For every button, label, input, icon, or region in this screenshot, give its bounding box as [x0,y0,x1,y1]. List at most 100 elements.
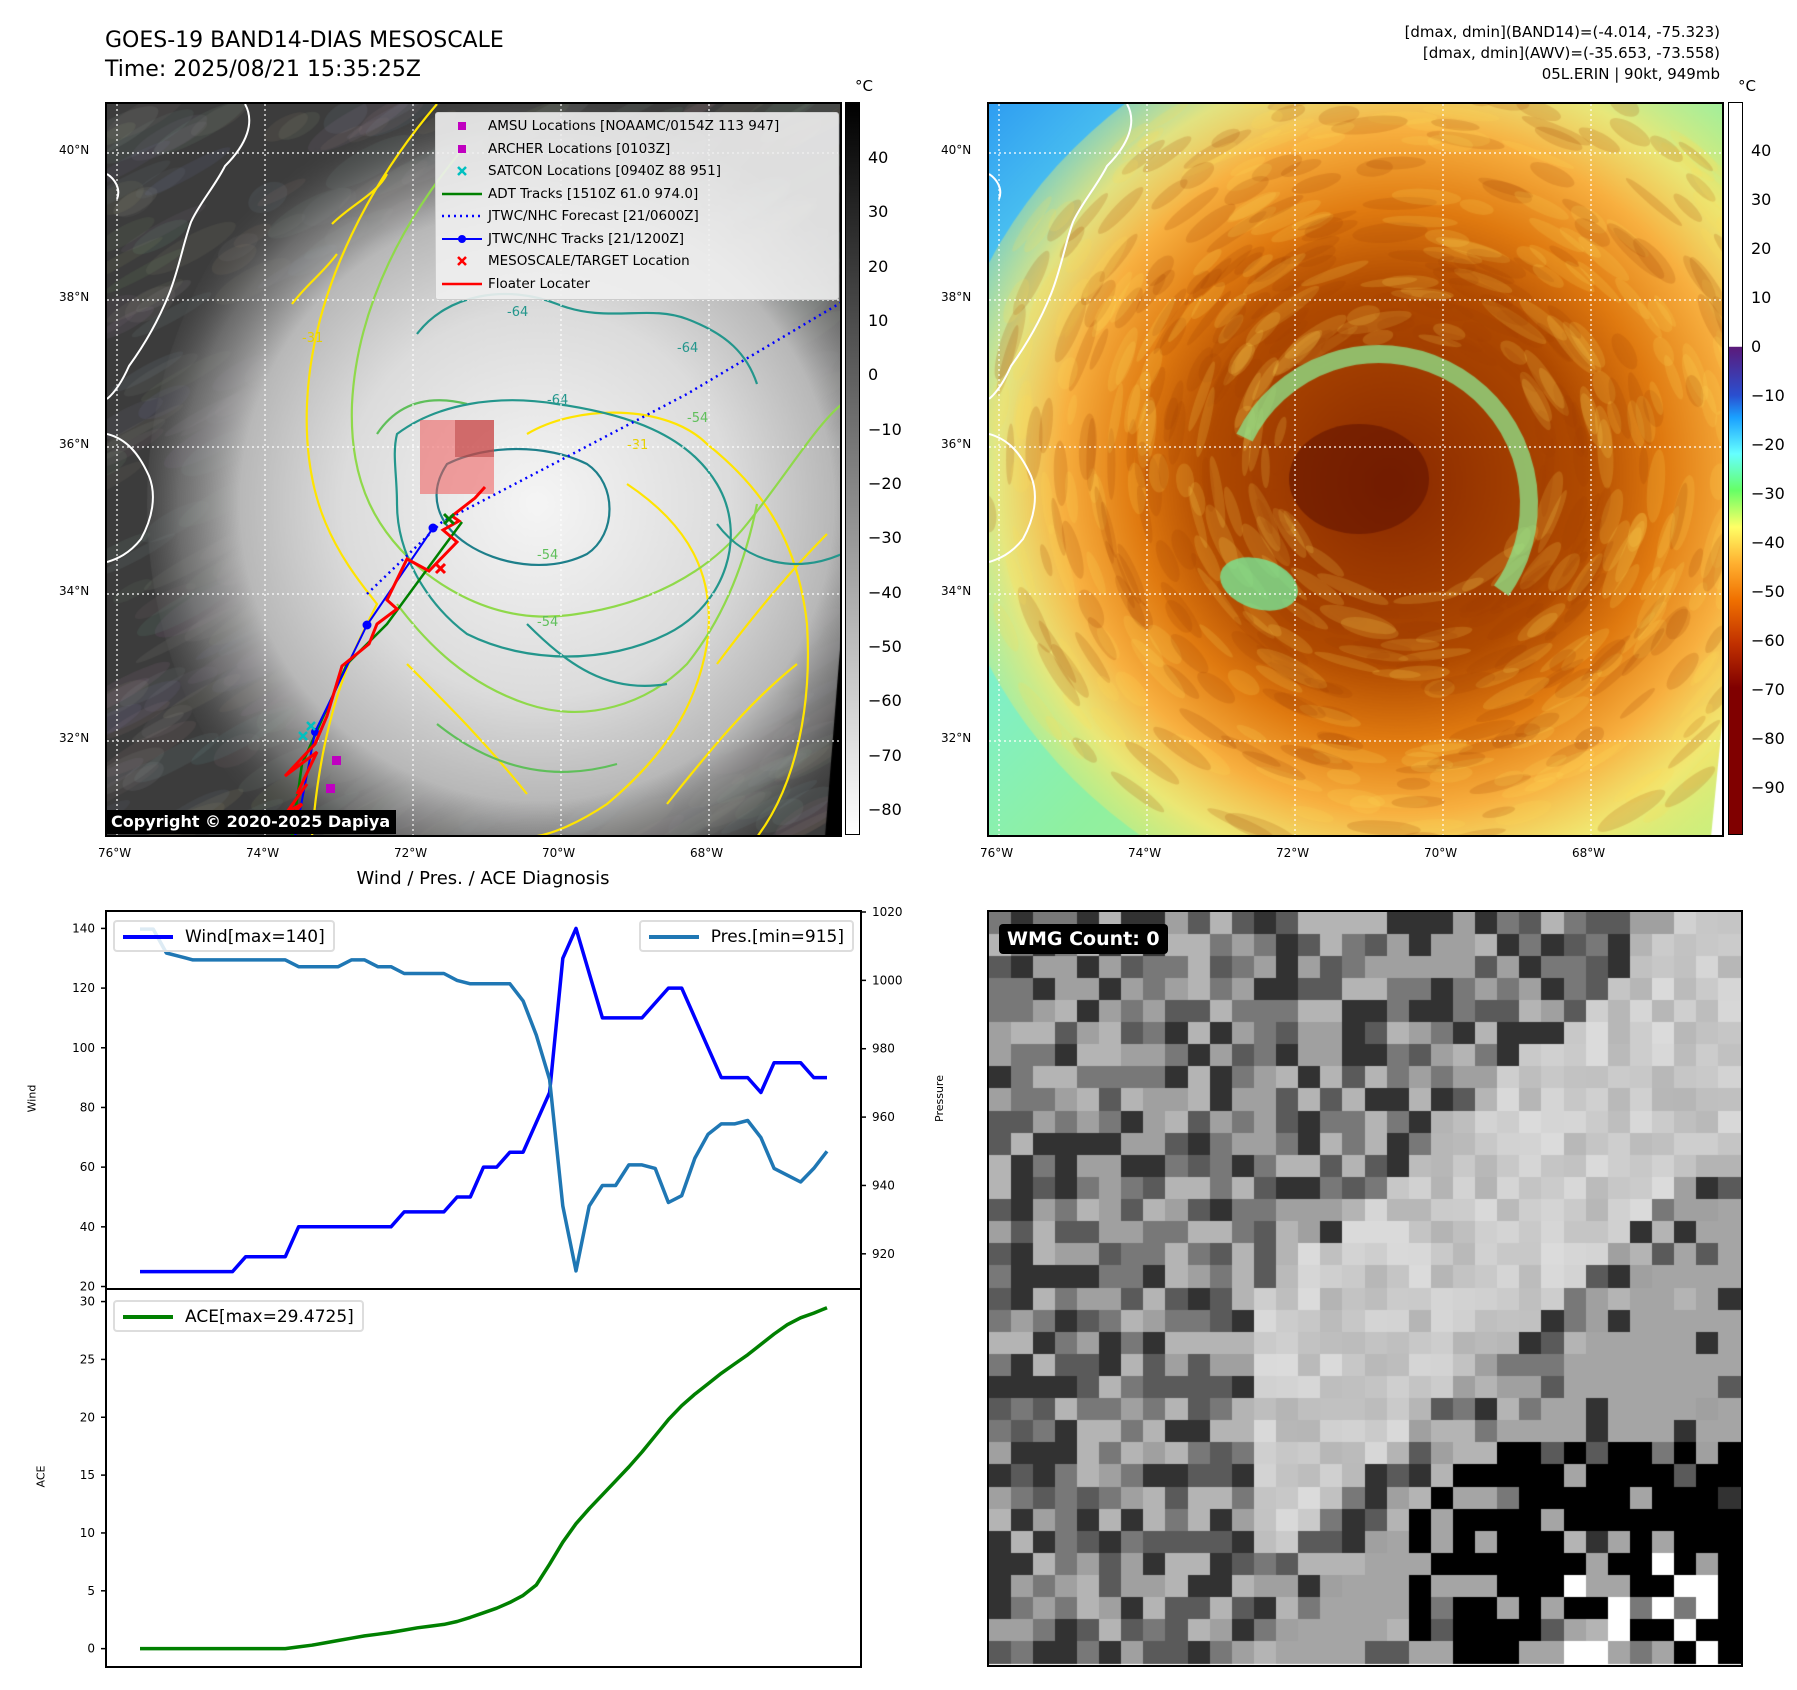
coastline [989,104,1133,563]
copyright-label: Copyright © 2020-2025 Dapiya [105,810,397,834]
legend-square-icon [458,122,466,130]
lat-tick-label: 38°N [941,290,972,304]
contour-yellow [305,104,438,835]
lon-tick-label: 68°W [1572,846,1606,860]
colorbar-tick-label: 0 [1751,336,1762,356]
wind-legend-label: Wind[max=140] [185,927,325,947]
adt-track [290,521,464,835]
colorbar-tick-label: 10 [868,310,889,330]
lon-tick-label: 72°W [394,846,428,860]
lat-tick-label: 32°N [941,731,972,745]
colorbar-tick-label: −30 [1751,483,1785,503]
colorbar-tick-label: −40 [868,582,902,602]
colorbar-tick-label: 0 [868,365,879,385]
legend-item: JTWC/NHC Forecast [21/0600Z] [436,206,838,229]
contour-yellow [406,533,828,805]
coastline [107,104,251,563]
title-time: Time: 2025/08/21 15:35:25Z [105,57,421,82]
wmg-panel [987,910,1743,1667]
contour-teal [393,399,732,658]
contour-teal [416,292,759,385]
contour-green [350,143,840,618]
wind-pressure-chart: 20 40 60 80 100 120 140 920 940 960 980 1000 1020 Wi… [72,905,902,1294]
lat-tick-label: 34°N [941,584,972,598]
contour-green [396,503,759,713]
legend-label: SATCON Locations [0940Z 88 951] [488,163,721,179]
colorbar-unit: °C [1738,77,1756,95]
y2-tick-label: 1020 [872,905,903,919]
legend-label: Floater Locater [488,275,590,292]
colorbar-tick-label: −10 [868,419,902,439]
y-tick-label: 15 [80,1468,95,1482]
y2-tick-label: 940 [872,1178,895,1192]
y-tick-label: 25 [80,1352,95,1366]
contour-green [376,399,618,773]
y2-tick-label: 960 [872,1110,895,1124]
wind-legend: Wind[max=140] [113,920,335,952]
adt-current-marker [442,512,456,526]
colorbar-tick-label: 20 [868,256,889,276]
y-tick-label: 140 [72,921,95,935]
stats-awv: [dmax, dmin](AWV)=(-35.653, -73.558) [1422,44,1720,62]
satcon-markers [298,721,316,741]
legend-label: MESOSCALE/TARGET Location [488,253,690,269]
contour-label: -64 [507,305,528,320]
stats-header: [dmax, dmin](BAND14)=(-4.014, -75.323) [… [1405,22,1720,85]
wmg-pixel-imagery [989,912,1741,1665]
ir-contour-map: -64 -64 -64 -54 -54 -54 -31 -31 AMSU Loc… [105,102,842,837]
contour-label: -54 [687,411,708,426]
legend-label: ARCHER Locations [0103Z] [488,140,671,157]
y-tick-label: 0 [87,1642,95,1656]
graticule [107,104,840,835]
colorbar-tick-label: −30 [868,528,902,548]
legend-line-dot-icon [442,234,482,243]
lon-tick-label: 70°W [1424,846,1458,860]
lon-tick-label: 76°W [98,846,132,860]
colorbar-tick-label: −40 [1751,532,1785,552]
legend-item: Floater Locater [436,274,838,297]
contour-label: -31 [302,331,323,346]
y-tick-label: 20 [80,1410,95,1424]
lon-tick-label: 72°W [1276,846,1310,860]
y-tick-label: 120 [72,981,95,995]
y-tick-label: 100 [72,1041,95,1055]
lat-tick-label: 36°N [941,437,972,451]
contour-label: -54 [537,615,558,630]
lat-tick-label: 32°N [59,731,90,745]
colorbar-tick-label: −80 [868,800,902,819]
jtwc-track-points [311,523,438,736]
legend-item: ARCHER Locations [0103Z] [436,139,838,162]
jtwc-track [294,527,434,835]
legend-item: MESOSCALE/TARGET Location [436,251,838,274]
target-location-marker [434,562,447,575]
graticule [989,104,1722,835]
pressure-legend-label: Pres.[min=915] [710,927,844,947]
floater-track [283,485,487,795]
y-tick-label: 40 [80,1220,95,1234]
lon-tick-label: 74°W [246,846,280,860]
contour-yellow [291,173,388,305]
series-line-wind [140,926,827,1274]
ace-chart: 0 5 10 15 20 25 30 ACE[max=29.4725] [80,1288,862,1668]
colorbar-tick-label: −20 [868,473,902,493]
lat-tick-label: 36°N [59,437,90,451]
amsu-markers [326,756,341,793]
lon-tick-label: 76°W [980,846,1014,860]
series-line-pres [140,927,829,1273]
colorbar-tick-label: −60 [1751,630,1785,650]
colorbar-tick-label: 30 [868,202,889,222]
colorbar-tick-label: 30 [1751,189,1772,209]
colorbar-tick-label: −80 [1751,728,1785,748]
contour-label: -54 [537,548,558,563]
contour-labels: -64 -64 -64 -54 -54 -54 -31 -31 [302,305,708,630]
colorbar-tick-label: −50 [1751,581,1785,601]
mesoscale-box-core [455,420,494,457]
contour-label: -64 [547,393,568,408]
pressure-axis-label: Pressure [932,1075,946,1122]
awv-color-map [987,102,1724,837]
colorbar-tick-label: 40 [1751,140,1772,160]
colorbar-tick-label: −60 [868,691,902,711]
chart-title: Wind / Pres. / ACE Diagnosis [356,868,610,889]
ace-axis-label: ACE [34,1465,48,1488]
y-tick-label: 5 [87,1584,95,1598]
